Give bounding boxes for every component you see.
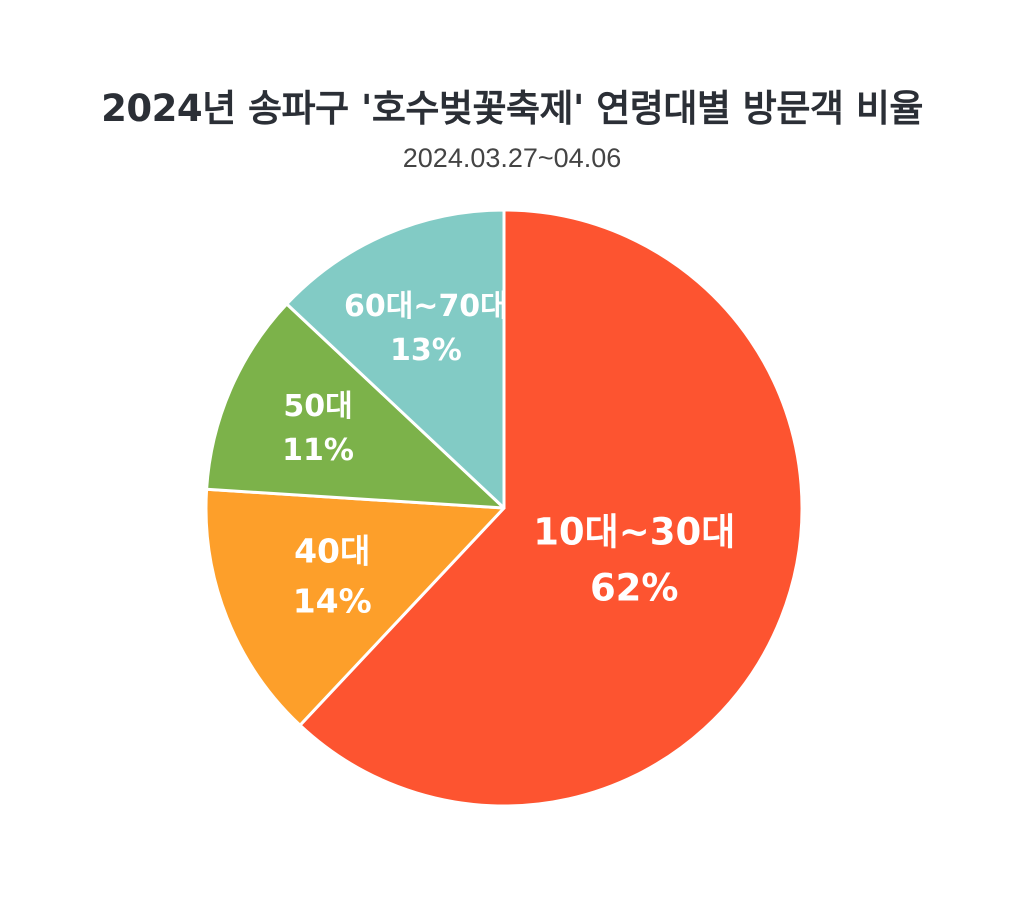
slice-value-2: 11%: [282, 433, 354, 468]
slice-value-0: 62%: [590, 567, 679, 610]
slice-value-3: 13%: [390, 333, 462, 368]
chart-subtitle: 2024.03.27~04.06: [402, 143, 622, 173]
pie-slice-0: [298, 208, 804, 808]
pie-labels: 10대~30대 62% 40대 14% 50대 11% 60대~70대 13%: [282, 289, 735, 621]
pie-slice-1: [204, 487, 506, 727]
slice-value-1: 14%: [293, 582, 372, 621]
pie-slices: [204, 208, 804, 808]
pie-slice-3: [285, 208, 506, 510]
chart-title: 2024년 송파구 '호수벚꽃축제' 연령대별 방문객 비율: [101, 87, 923, 130]
slice-label-3: 60대~70대: [344, 289, 508, 324]
slice-label-2: 50대: [283, 389, 352, 424]
slice-label-1: 40대: [294, 532, 370, 571]
slice-label-0: 10대~30대: [533, 511, 735, 554]
pie-slice-2: [205, 302, 506, 510]
